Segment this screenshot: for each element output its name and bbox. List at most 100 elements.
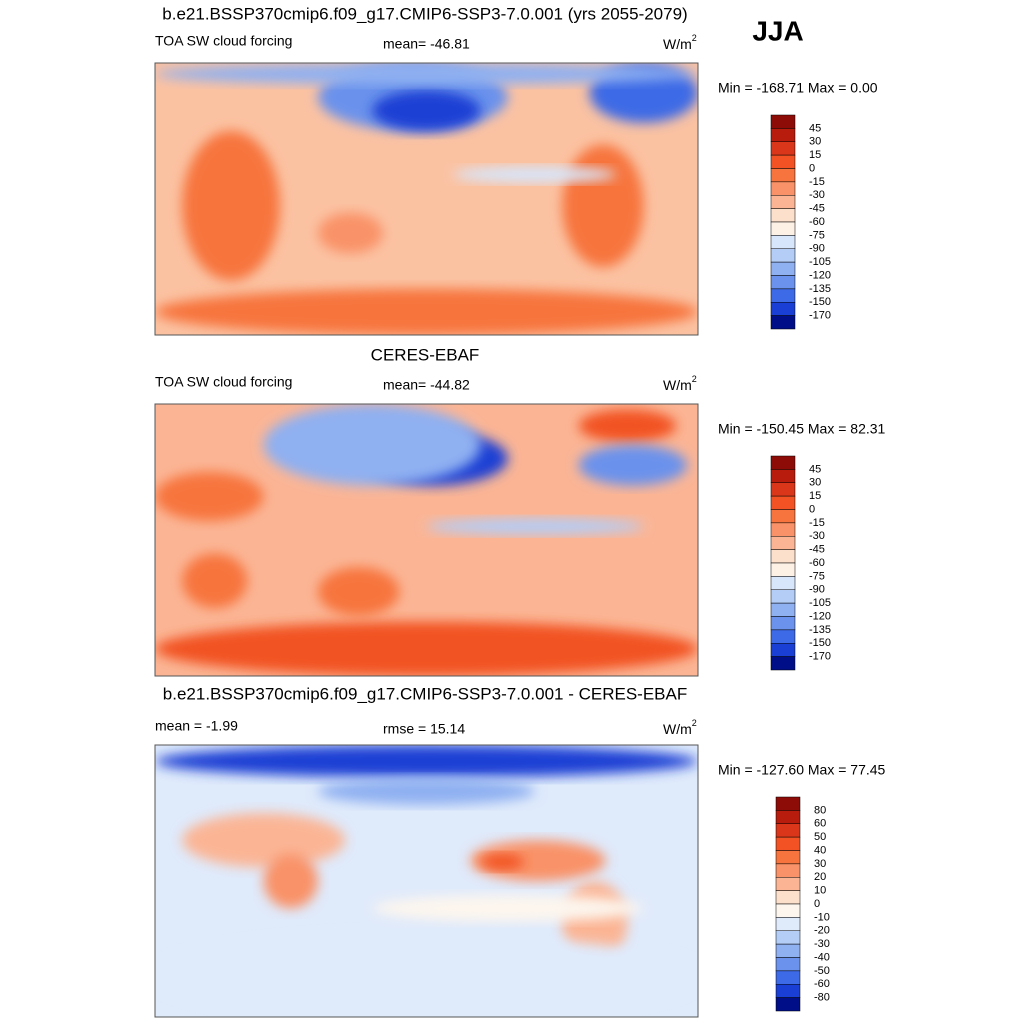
colorbar-box xyxy=(775,810,801,824)
field-region xyxy=(372,90,481,131)
colorbar-label: -30 xyxy=(814,938,830,950)
colorbar-box xyxy=(775,863,801,878)
colorbar-label: -170 xyxy=(809,651,831,663)
panel-left-label: TOA SW cloud forcing xyxy=(155,33,292,49)
colorbar-box xyxy=(770,208,796,223)
colorbar-label: -75 xyxy=(809,570,825,582)
field-region xyxy=(155,63,698,85)
colorbar-label: -60 xyxy=(809,557,825,569)
colorbar-label: 45 xyxy=(809,463,821,475)
field-region xyxy=(317,777,536,805)
colorbar-box xyxy=(770,495,796,510)
colorbar-box xyxy=(770,643,796,657)
colorbar-box xyxy=(770,248,796,263)
colorbar-label: -150 xyxy=(809,296,831,308)
colorbar-label: -45 xyxy=(809,544,825,556)
min-max-label: Min = -127.60 Max = 77.45 xyxy=(718,762,886,778)
colorbar-box xyxy=(770,602,796,617)
colorbar-box xyxy=(775,836,801,851)
field-region xyxy=(578,409,677,443)
field-region xyxy=(263,853,318,909)
colorbar-label: -75 xyxy=(809,229,825,241)
field-region xyxy=(155,621,698,676)
colorbar-box xyxy=(770,154,796,169)
units-exponent: 2 xyxy=(692,718,697,728)
colorbar-box xyxy=(770,114,796,129)
colorbar-label: -90 xyxy=(809,243,825,255)
colorbar-label: -15 xyxy=(809,517,825,529)
colorbar-box xyxy=(770,522,796,537)
min-max-label: Min = -168.71 Max = 0.00 xyxy=(718,80,878,96)
map-frame xyxy=(154,62,699,336)
field-region xyxy=(453,166,617,183)
panel-title: CERES-EBAF xyxy=(371,345,480,364)
colorbar-box xyxy=(770,261,796,276)
colorbar-label: 50 xyxy=(814,831,826,843)
colorbar-box xyxy=(775,877,801,891)
colorbar-label: -45 xyxy=(809,203,825,215)
units-exponent: 2 xyxy=(692,33,697,43)
units-label: W/m2 xyxy=(663,374,697,392)
panel-title: b.e21.BSSP370cmip6.f09_g17.CMIP6-SSP3-7.… xyxy=(163,684,687,703)
colorbar-box xyxy=(775,930,801,945)
colorbar-box xyxy=(770,302,796,316)
colorbar-box xyxy=(770,562,796,577)
colorbar-label: -90 xyxy=(809,584,825,596)
colorbar-box xyxy=(770,235,796,249)
units-base: W/m xyxy=(663,377,692,393)
colorbar-label: 30 xyxy=(809,136,821,148)
colorbar-label: -120 xyxy=(809,269,831,281)
field-region xyxy=(578,444,688,486)
colorbar-label: -40 xyxy=(814,951,830,963)
colorbar-box xyxy=(770,221,796,236)
colorbar-box xyxy=(775,850,801,865)
field-region xyxy=(155,288,698,335)
colorbar-label: -30 xyxy=(809,530,825,542)
colorbar-label: 45 xyxy=(809,122,821,134)
colorbar-label: -10 xyxy=(814,911,830,923)
colorbar-label: -20 xyxy=(814,925,830,937)
field-region xyxy=(372,894,644,922)
colorbar-label: 30 xyxy=(809,477,821,489)
colorbar-box xyxy=(775,984,801,998)
colorbar-box xyxy=(770,509,796,524)
map-frame xyxy=(154,744,699,1018)
min-max-label: Min = -150.45 Max = 82.31 xyxy=(718,421,886,437)
colorbar-label: 20 xyxy=(814,871,826,883)
map-frame xyxy=(154,403,699,677)
colorbar-label: -30 xyxy=(809,189,825,201)
colorbar-label: -135 xyxy=(809,624,831,636)
colorbar-box xyxy=(770,455,796,470)
colorbar-label: 80 xyxy=(814,804,826,816)
field-region xyxy=(469,840,606,881)
colorbar-box xyxy=(770,469,796,483)
field-region xyxy=(155,935,698,1017)
panel-left-label: TOA SW cloud forcing xyxy=(155,374,292,390)
colorbar-label: -170 xyxy=(809,310,831,322)
colorbar-label: -135 xyxy=(809,283,831,295)
field-region xyxy=(263,404,481,486)
colorbar-box xyxy=(770,168,796,183)
map-field xyxy=(155,63,698,335)
colorbar-box xyxy=(770,315,796,330)
colorbar-box xyxy=(775,917,801,931)
field-region xyxy=(426,518,644,535)
season-label: JJA xyxy=(752,15,803,46)
panel-title: b.e21.BSSP370cmip6.f09_g17.CMIP6-SSP3-7.… xyxy=(162,4,687,23)
colorbar-label: 15 xyxy=(809,149,821,161)
colorbar-label: 40 xyxy=(814,844,826,856)
colorbar-label: -60 xyxy=(814,978,830,990)
colorbar-box xyxy=(775,890,801,905)
colorbar-box xyxy=(770,629,796,644)
colorbar-box xyxy=(775,957,801,972)
colorbar-box xyxy=(775,823,801,838)
field-region xyxy=(155,472,264,521)
colorbar-box xyxy=(770,656,796,671)
field-region xyxy=(317,567,400,617)
units-base: W/m xyxy=(663,721,692,737)
colorbar-label: -105 xyxy=(809,256,831,268)
colorbar-label: 60 xyxy=(814,818,826,830)
units-label: W/m2 xyxy=(663,718,697,736)
field-region xyxy=(317,212,384,254)
